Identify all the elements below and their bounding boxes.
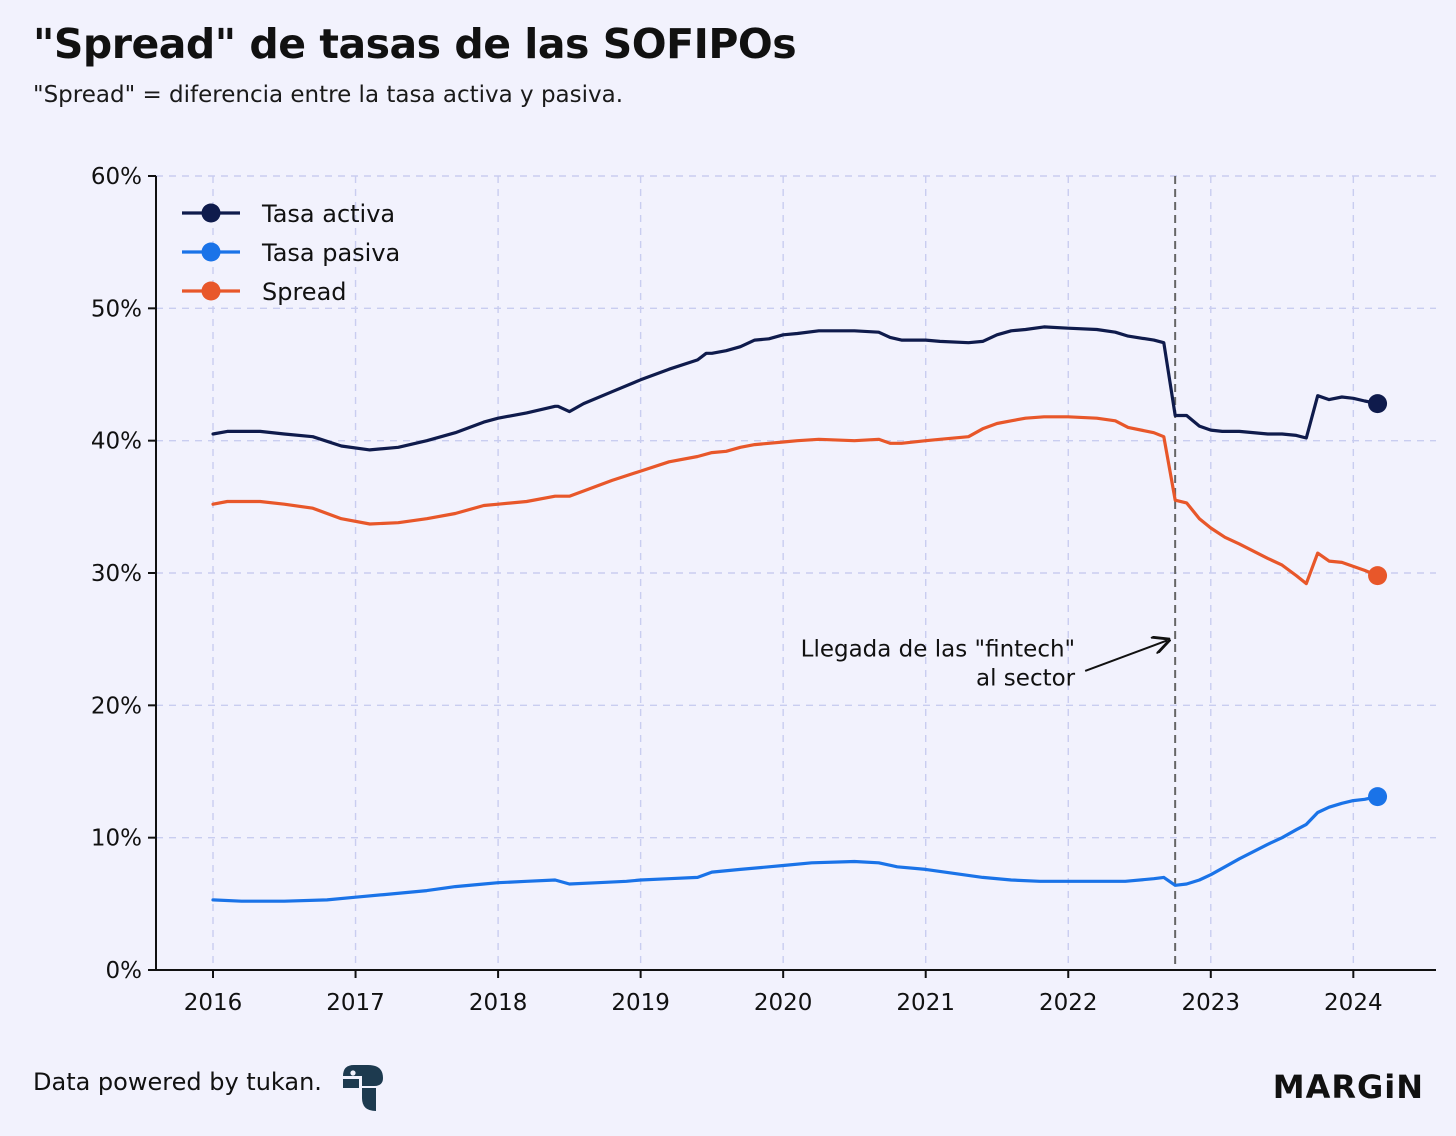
y-tick-label: 20% [91,693,142,719]
x-tick-label: 2022 [1039,990,1098,1016]
footer-credit: Data powered by tukan. [33,1068,322,1096]
legend-label-tasa-activa: Tasa activa [261,200,395,228]
annotation-text-line1: Llegada de las "fintech" [801,636,1076,662]
annotation-arrow [1084,640,1167,672]
x-tick-label: 2016 [184,990,243,1016]
series-line-tasa-activa [211,325,1380,452]
axis-layer: 0% 10% 20% 30% 40% 50% 60% 2016 2017 2018 2019 2020… [91,164,1436,1016]
series-end-point-tasa-activa [1368,394,1388,414]
grid-layer [156,175,1436,970]
y-tick-label: 10% [91,826,142,852]
legend-label-tasa-pasiva: Tasa pasiva [261,239,400,267]
y-tick-label: 60% [91,164,142,190]
legend-marker-tasa-activa [201,203,221,223]
chart-subtitle: "Spread" = diferencia entre la tasa acti… [33,82,624,108]
x-tick-label: 2017 [326,990,385,1016]
annotation-layer: Llegada de las "fintech" al sector [801,636,1168,691]
chart-title: "Spread" de tasas de las SOFIPOs [33,20,797,68]
tukan-logo-icon [343,1065,383,1111]
legend-layer: Tasa activa Tasa pasiva Spread [182,200,400,306]
x-tick-label: 2024 [1324,990,1383,1016]
x-tick-label: 2021 [896,990,955,1016]
y-tick-label: 0% [106,958,143,984]
series-end-point-tasa-pasiva [1368,787,1388,807]
series-line-spread [211,415,1380,586]
margin-brand-logo: MARGiN [1272,1068,1424,1106]
y-tick-label: 30% [91,561,142,587]
legend-marker-spread [201,281,221,301]
series-layer [211,325,1388,903]
y-tick-label: 40% [91,429,142,455]
x-tick-label: 2020 [754,990,813,1016]
series-end-point-spread [1368,566,1388,586]
x-tick-label: 2023 [1182,990,1241,1016]
legend-marker-tasa-pasiva [201,242,221,262]
x-tick-label: 2018 [469,990,528,1016]
legend-label-spread: Spread [262,278,347,306]
annotation-text-line2: al sector [976,665,1076,691]
x-tick-label: 2019 [611,990,670,1016]
series-line-tasa-pasiva [211,795,1380,903]
y-tick-label: 50% [91,296,142,322]
